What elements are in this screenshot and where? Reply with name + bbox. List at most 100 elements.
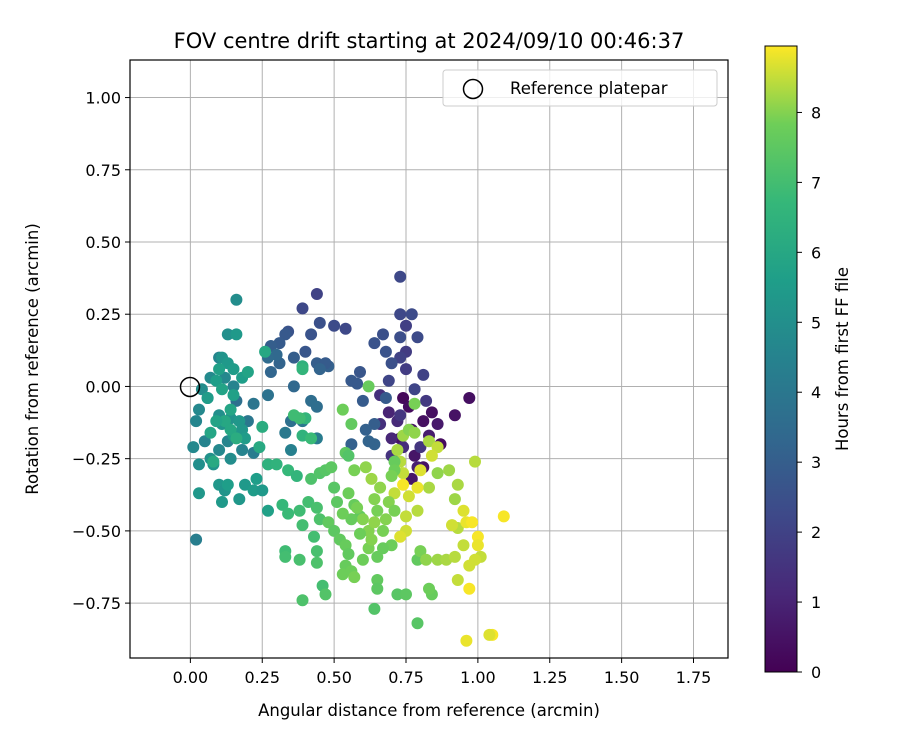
data-point — [425, 406, 438, 419]
data-point — [348, 571, 361, 584]
data-point — [342, 548, 355, 560]
data-point — [336, 403, 349, 416]
data-point — [365, 472, 378, 485]
data-point — [230, 328, 243, 341]
colorbar-tick-label: 6 — [811, 243, 821, 262]
data-point — [368, 516, 381, 529]
data-point — [221, 478, 234, 491]
colorbar: 0 1 2 3 4 5 6 7 8 Hours from first FF file — [764, 45, 852, 682]
data-point — [469, 455, 481, 468]
data-point — [446, 519, 458, 532]
data-point — [345, 513, 358, 526]
data-point — [218, 415, 231, 428]
data-point — [262, 389, 274, 402]
data-point — [287, 351, 300, 364]
data-point — [302, 496, 315, 508]
data-point — [296, 363, 309, 376]
legend-marker-icon — [462, 78, 484, 100]
data-point — [282, 464, 295, 477]
x-tick-label: 0.25 — [244, 668, 280, 687]
data-point — [296, 302, 309, 315]
data-point — [391, 444, 404, 456]
data-point — [285, 444, 297, 456]
data-point — [400, 588, 412, 601]
x-tick-label: 0.75 — [388, 668, 424, 687]
y-axis-label: Rotation from reference (arcmin) — [23, 223, 42, 495]
data-point — [193, 458, 205, 471]
data-point — [305, 432, 318, 445]
colorbar-tick-label: 4 — [811, 383, 821, 402]
data-point — [463, 582, 476, 595]
data-point — [371, 582, 384, 595]
data-point — [264, 366, 277, 378]
data-point — [394, 308, 407, 321]
data-point — [405, 472, 418, 485]
data-point — [345, 374, 358, 387]
data-point — [310, 400, 323, 413]
data-point — [448, 493, 461, 506]
data-point — [239, 432, 251, 445]
data-point — [256, 420, 269, 433]
data-point — [313, 363, 326, 376]
data-point — [471, 530, 484, 543]
data-point — [411, 331, 424, 344]
data-point — [193, 487, 205, 500]
data-point — [204, 426, 217, 439]
data-point — [400, 363, 412, 376]
data-point — [250, 472, 263, 485]
data-point — [262, 504, 274, 517]
data-point — [411, 504, 424, 517]
data-point — [394, 409, 407, 422]
data-point — [411, 617, 424, 630]
data-point — [262, 458, 274, 471]
data-point — [310, 501, 323, 514]
data-point — [368, 493, 381, 506]
data-point — [423, 481, 435, 494]
y-tick-label: 0.50 — [85, 233, 121, 252]
data-point — [460, 634, 473, 647]
data-point — [397, 392, 410, 404]
data-point — [216, 496, 228, 508]
data-point — [379, 513, 392, 526]
data-point — [448, 409, 461, 422]
legend-box — [442, 69, 718, 107]
data-point — [227, 389, 240, 402]
y-tick-label: 0.00 — [85, 377, 121, 396]
data-point — [319, 588, 332, 601]
data-point — [448, 550, 461, 563]
data-point — [270, 458, 283, 471]
data-point — [451, 478, 464, 491]
data-point — [241, 415, 254, 428]
y-axis-ticks: 1.00 0.75 0.50 0.25 0.00 −0.25 −0.50 −0.75 — [72, 89, 130, 613]
data-point — [463, 392, 476, 404]
colorbar-tick-label: 0 — [811, 663, 821, 682]
data-point — [374, 481, 387, 494]
data-point — [408, 449, 421, 462]
data-point — [345, 438, 358, 451]
y-tick-label: −0.25 — [72, 450, 121, 469]
data-point — [282, 507, 295, 520]
data-point — [221, 328, 234, 341]
data-point — [382, 406, 395, 419]
data-point — [354, 527, 366, 540]
data-point — [397, 478, 410, 491]
data-point — [388, 504, 401, 517]
data-point — [385, 470, 398, 482]
colorbar-tick-label: 7 — [811, 173, 821, 192]
data-point — [394, 270, 407, 283]
data-point — [385, 432, 398, 445]
y-tick-label: −0.50 — [72, 522, 121, 541]
data-point — [411, 481, 424, 494]
colorbar-tick-label: 8 — [811, 103, 821, 122]
data-point — [400, 510, 412, 523]
x-axis-ticks: 0.00 0.25 0.50 0.75 1.00 1.25 1.50 1.75 — [173, 658, 711, 687]
y-tick-label: −0.75 — [72, 594, 121, 613]
data-point — [431, 418, 444, 430]
x-axis-label: Angular distance from reference (arcmin) — [258, 701, 600, 720]
data-point — [394, 530, 407, 543]
data-point — [423, 435, 435, 448]
data-point — [471, 539, 484, 552]
data-point — [293, 553, 306, 566]
data-point — [382, 496, 395, 508]
data-point — [310, 288, 323, 300]
